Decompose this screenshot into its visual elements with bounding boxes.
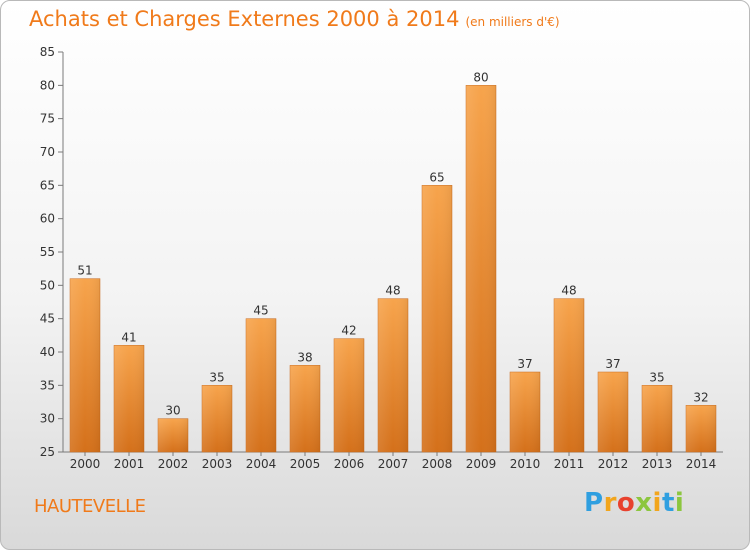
proxiti-logo-letter: x — [635, 488, 653, 518]
x-tick-label: 2014 — [686, 457, 717, 471]
bar-value-label: 65 — [429, 170, 444, 184]
y-tick-label: 60 — [40, 212, 55, 226]
bar-shine — [686, 405, 716, 452]
bar-value-label: 35 — [649, 370, 664, 384]
bar-value-label: 41 — [121, 330, 136, 344]
bar-shine — [378, 298, 408, 452]
bar-shine — [554, 298, 584, 452]
bar-value-label: 35 — [209, 370, 224, 384]
x-tick-label: 2006 — [334, 457, 365, 471]
bar-shine — [598, 372, 628, 452]
bar-shine — [510, 372, 540, 452]
axes: 25 30 35 40 45 50 55 60 65 70 75 80 85 2000 2001 2002 20… — [40, 45, 723, 471]
x-tick-label: 2003 — [202, 457, 233, 471]
proxiti-logo-letter: i — [674, 488, 685, 518]
proxiti-logo-letter: P — [584, 488, 604, 518]
y-tick-label: 85 — [40, 45, 55, 59]
bar-shine — [114, 345, 144, 452]
y-tick-label: 70 — [40, 145, 55, 159]
x-tick-label: 2010 — [510, 457, 541, 471]
bar-value-label: 48 — [561, 284, 576, 298]
chart-title-text: Achats et Charges Externes 2000 à 2014 — [29, 7, 460, 31]
bar-value-label: 30 — [165, 404, 180, 418]
bar-value-label: 37 — [605, 357, 620, 371]
y-tick-label: 50 — [40, 278, 55, 292]
x-tick-label: 2000 — [70, 457, 101, 471]
proxiti-logo-letter: o — [616, 488, 636, 518]
y-tick-label: 75 — [40, 112, 55, 126]
y-tick-label: 40 — [40, 345, 55, 359]
bar-shine — [202, 385, 232, 452]
bar-value-label: 42 — [341, 324, 356, 338]
bar-shine — [290, 365, 320, 452]
proxiti-logo-letter: i — [652, 488, 662, 518]
proxiti-logo-letter: t — [661, 488, 675, 518]
y-tick-label: 80 — [40, 78, 55, 92]
bar-shine — [70, 278, 100, 452]
bar-value-label: 48 — [385, 284, 400, 298]
bar-value-label: 80 — [473, 70, 488, 84]
y-tick-label: 45 — [40, 312, 55, 326]
bar-shine — [158, 418, 188, 452]
chart-unit: (en milliers d'€) — [465, 15, 560, 29]
x-tick-label: 2007 — [378, 457, 409, 471]
x-tick-label: 2009 — [466, 457, 497, 471]
chart-title: Achats et Charges Externes 2000 à 2014 (e… — [29, 7, 560, 31]
bar-shine — [334, 338, 364, 452]
bars — [69, 85, 717, 453]
bar-shine — [246, 318, 276, 452]
x-tick-label: 2011 — [554, 457, 585, 471]
bar-shine — [422, 185, 452, 453]
bar-value-label: 45 — [253, 304, 268, 318]
x-tick-label: 2012 — [598, 457, 629, 471]
x-tick-label: 2004 — [246, 457, 277, 471]
proxiti-logo-letter: r — [603, 488, 617, 518]
bar-shine — [466, 85, 496, 452]
bar-value-label: 37 — [517, 357, 532, 371]
y-tick-label: 35 — [40, 378, 55, 392]
x-tick-label: 2001 — [114, 457, 145, 471]
bar-shine — [642, 385, 672, 452]
y-tick-label: 55 — [40, 245, 55, 259]
proxiti-logo: Proxiti — [584, 488, 684, 518]
commune-name: HAUTEVELLE — [34, 496, 146, 517]
labels: 51 41 30 35 45 38 42 48 65 80 37 48 37 35 32 — [77, 70, 708, 417]
bar-value-label: 51 — [77, 264, 92, 278]
y-tick-label: 65 — [40, 178, 55, 192]
x-tick-label: 2002 — [158, 457, 189, 471]
bar-value-label: 38 — [297, 350, 312, 364]
x-tick-label: 2005 — [290, 457, 321, 471]
x-tick-label: 2008 — [422, 457, 453, 471]
x-tick-label: 2013 — [642, 457, 673, 471]
y-tick-label: 30 — [40, 412, 55, 426]
y-tick-label: 25 — [40, 445, 55, 459]
bar-value-label: 32 — [693, 390, 708, 404]
